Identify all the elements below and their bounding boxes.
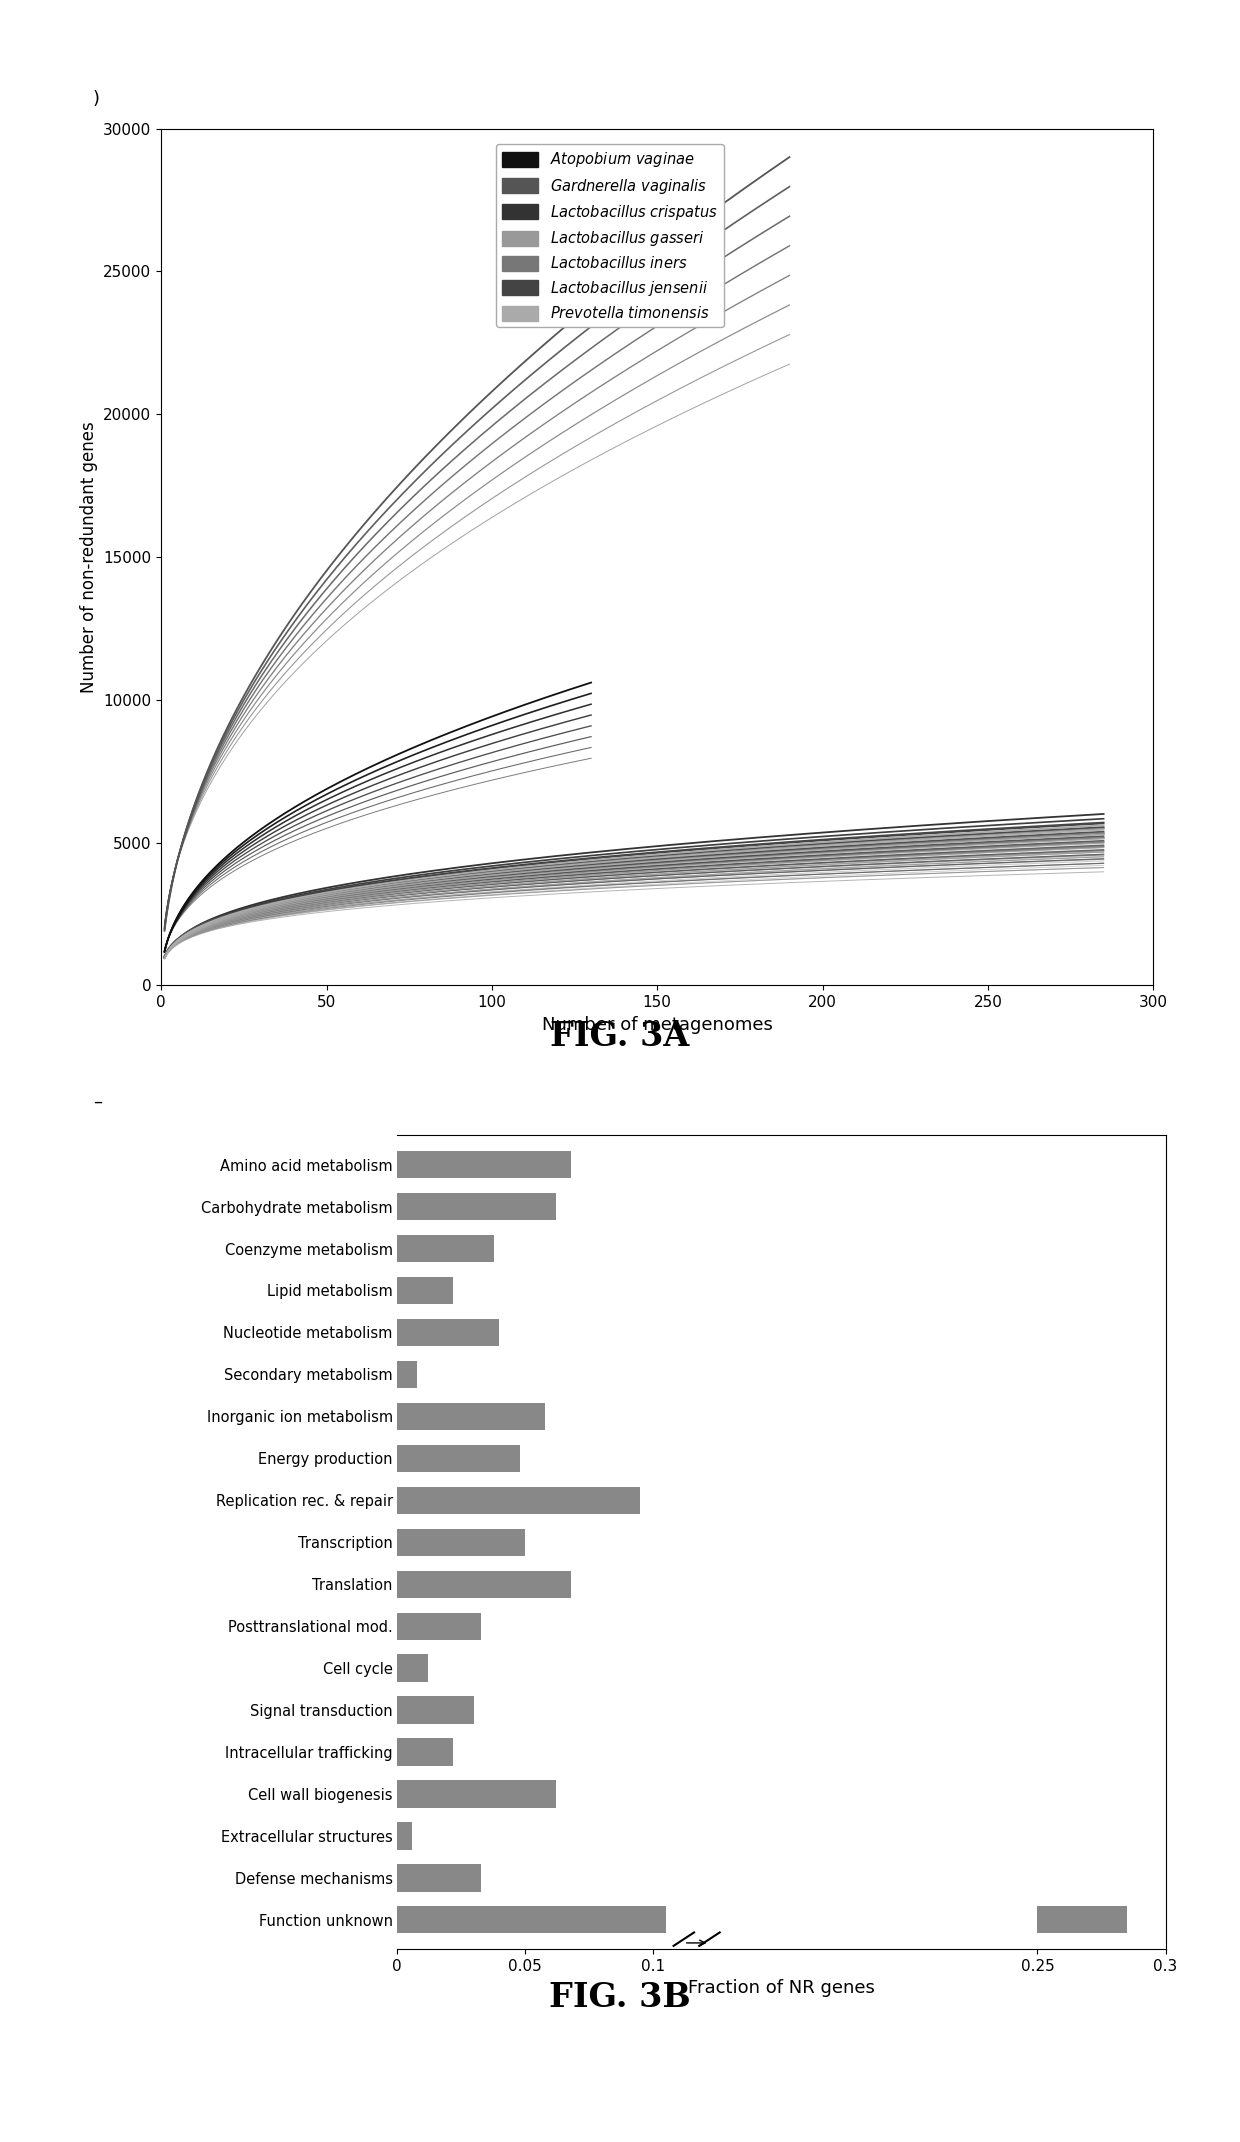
X-axis label: Number of metagenomes: Number of metagenomes [542,1015,773,1035]
Text: –: – [93,1092,102,1110]
Bar [397,1444,520,1472]
Bar [397,1529,525,1555]
Bar [1038,1906,1127,1934]
Bar [397,1654,428,1681]
Y-axis label: Number of non-redundant genes: Number of non-redundant genes [79,422,98,692]
Bar [397,1319,500,1345]
Bar [397,1277,453,1304]
Bar [397,1739,453,1765]
Bar [397,1193,556,1221]
Bar [397,1150,572,1178]
Text: FIG. 3B: FIG. 3B [549,1981,691,2013]
Legend: $\it{Atopobium}$ $\it{vaginae}$, $\it{Gardnerella}$ $\it{vaginalis}$, $\it{Lacto: $\it{Atopobium}$ $\it{vaginae}$, $\it{Ga… [496,144,724,328]
Bar [397,1906,666,1934]
Bar [397,1360,418,1388]
Bar [397,1864,481,1891]
Bar [397,1403,546,1431]
Bar [397,1570,572,1598]
Bar [397,1696,474,1724]
Bar [397,1487,640,1514]
Bar [397,1236,495,1262]
Bar [397,1823,412,1849]
Bar [397,1780,556,1808]
Bar [397,1613,481,1641]
Text: ): ) [93,90,100,107]
Text: FIG. 3A: FIG. 3A [551,1020,689,1052]
X-axis label: Fraction of NR genes: Fraction of NR genes [688,1979,874,1998]
